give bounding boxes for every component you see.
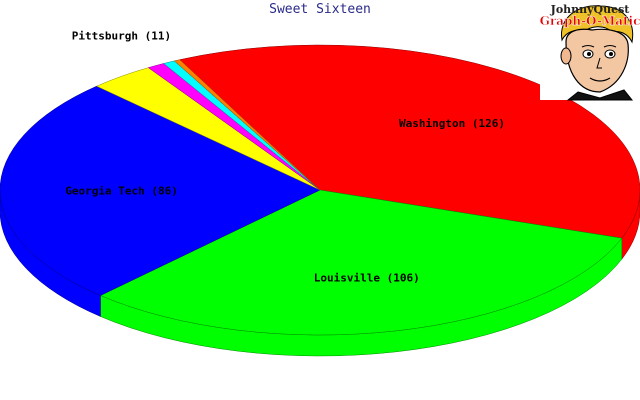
graph-o-matic-logo: JohnnyQuest Graph-O-Matic (539, 0, 640, 101)
pie-slice-louisville-1 (99, 189, 623, 336)
pie-slice-slice-6 (173, 59, 321, 191)
cartoon-boy-face-icon (560, 5, 634, 101)
pie-label-georgia-tech: Georgia Tech (86) (65, 185, 178, 198)
pie-slice-georgia-tech-2 (0, 85, 321, 296)
pie-label-washington: Washington (126) (399, 117, 505, 130)
pie-label-pittsburgh: Pittsburgh (11) (72, 29, 171, 42)
logo-text-johnnyquest: JohnnyQuest (550, 3, 631, 16)
logo-text-graph-o-matic: Graph-O-Matic (540, 14, 640, 28)
chart-title: Sweet Sixteen (269, 2, 371, 17)
pie-slice-labels: Washington (126) Louisville (106) Georgia … (65, 29, 505, 284)
pie-label-louisville: Louisville (106) (314, 271, 420, 284)
pie-top-slices (0, 44, 640, 336)
